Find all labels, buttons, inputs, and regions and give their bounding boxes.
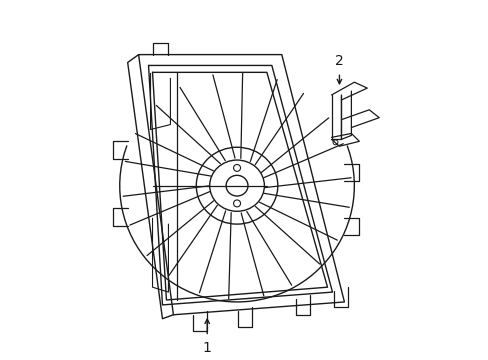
- Text: 2: 2: [334, 54, 343, 68]
- Text: 1: 1: [203, 341, 211, 355]
